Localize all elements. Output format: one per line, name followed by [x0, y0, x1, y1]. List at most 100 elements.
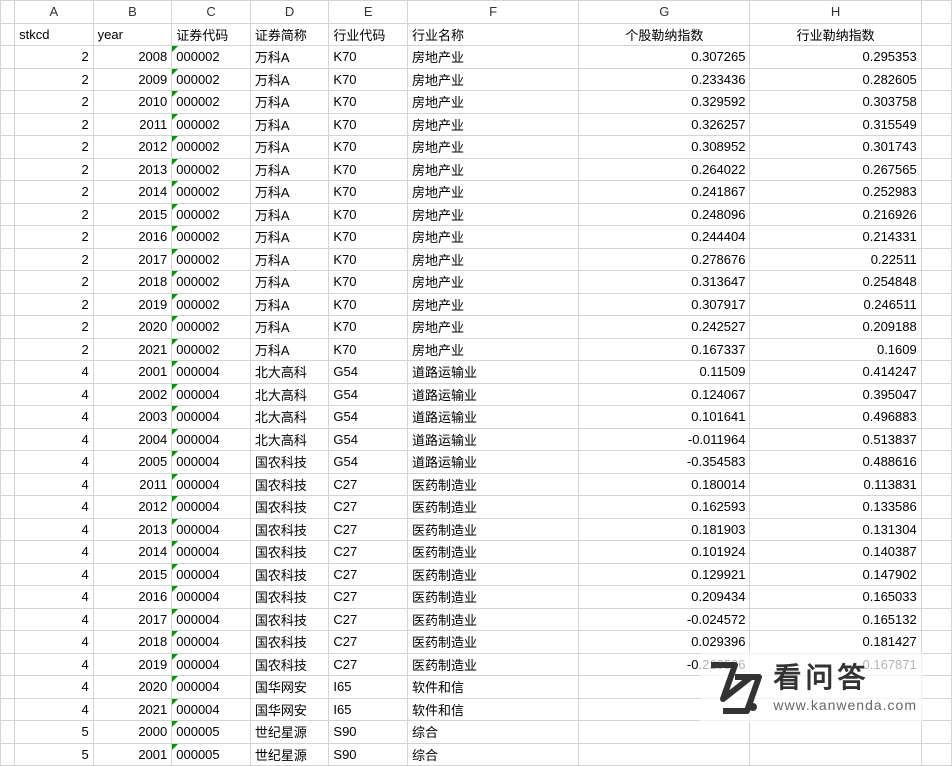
- cell[interactable]: 北大高科: [250, 361, 329, 384]
- row-header[interactable]: [1, 631, 15, 654]
- cell[interactable]: C27: [329, 653, 408, 676]
- cell[interactable]: 2014: [93, 541, 172, 564]
- cell[interactable]: 0.313647: [579, 271, 750, 294]
- row-header[interactable]: [1, 743, 15, 766]
- cell[interactable]: 0.282605: [750, 68, 921, 91]
- cell[interactable]: 房地产业: [407, 226, 578, 249]
- cell[interactable]: 000004: [172, 698, 251, 721]
- cell[interactable]: S90: [329, 743, 408, 766]
- cell[interactable]: 0.131304: [750, 518, 921, 541]
- cell[interactable]: 2001: [93, 743, 172, 766]
- cell[interactable]: 0.167337: [579, 338, 750, 361]
- cell[interactable]: K70: [329, 271, 408, 294]
- cell[interactable]: 2: [15, 226, 94, 249]
- row-header[interactable]: [1, 338, 15, 361]
- cell[interactable]: [750, 743, 921, 766]
- cell[interactable]: 0.209434: [579, 586, 750, 609]
- cell[interactable]: K70: [329, 91, 408, 114]
- row-header[interactable]: [1, 271, 15, 294]
- cell[interactable]: 2: [15, 68, 94, 91]
- cell[interactable]: I65: [329, 676, 408, 699]
- cell[interactable]: 000002: [172, 293, 251, 316]
- cell[interactable]: 2000: [93, 721, 172, 744]
- cell[interactable]: 2: [15, 203, 94, 226]
- row-header[interactable]: [1, 496, 15, 519]
- cell[interactable]: 2009: [93, 68, 172, 91]
- cell[interactable]: 0.124067: [579, 383, 750, 406]
- cell[interactable]: I65: [329, 698, 408, 721]
- cell[interactable]: 2: [15, 46, 94, 69]
- cell[interactable]: [750, 721, 921, 744]
- cell[interactable]: K70: [329, 226, 408, 249]
- cell[interactable]: 0.295353: [750, 46, 921, 69]
- col-header-extra[interactable]: [921, 1, 951, 24]
- cell[interactable]: C27: [329, 473, 408, 496]
- cell[interactable]: [921, 541, 951, 564]
- cell[interactable]: 2010: [93, 91, 172, 114]
- cell[interactable]: S90: [329, 721, 408, 744]
- cell[interactable]: 000004: [172, 473, 251, 496]
- cell[interactable]: 0.214331: [750, 226, 921, 249]
- row-header[interactable]: [1, 158, 15, 181]
- cell[interactable]: 2015: [93, 203, 172, 226]
- cell[interactable]: 国农科技: [250, 473, 329, 496]
- cell[interactable]: 万科A: [250, 181, 329, 204]
- cell[interactable]: 2019: [93, 653, 172, 676]
- cell[interactable]: [921, 698, 951, 721]
- cell[interactable]: [921, 136, 951, 159]
- cell[interactable]: K70: [329, 338, 408, 361]
- cell[interactable]: [921, 518, 951, 541]
- cell[interactable]: 000005: [172, 721, 251, 744]
- cell[interactable]: [921, 361, 951, 384]
- cell[interactable]: 0.301743: [750, 136, 921, 159]
- cell[interactable]: 2001: [93, 361, 172, 384]
- cell[interactable]: 0.488616: [750, 451, 921, 474]
- cell[interactable]: 0.329592: [579, 91, 750, 114]
- cell[interactable]: 2017: [93, 608, 172, 631]
- cell[interactable]: 国农科技: [250, 496, 329, 519]
- cell[interactable]: 房地产业: [407, 68, 578, 91]
- cell[interactable]: 000004: [172, 653, 251, 676]
- cell[interactable]: 0.147902: [750, 563, 921, 586]
- cell[interactable]: 万科A: [250, 113, 329, 136]
- cell[interactable]: 房地产业: [407, 181, 578, 204]
- row-header[interactable]: [1, 721, 15, 744]
- row-header[interactable]: [1, 383, 15, 406]
- cell[interactable]: 000002: [172, 203, 251, 226]
- cell[interactable]: [921, 653, 951, 676]
- cell[interactable]: K70: [329, 316, 408, 339]
- cell[interactable]: 2013: [93, 158, 172, 181]
- cell[interactable]: 4: [15, 676, 94, 699]
- cell[interactable]: 万科A: [250, 271, 329, 294]
- cell[interactable]: 000002: [172, 91, 251, 114]
- cell[interactable]: 0.244404: [579, 226, 750, 249]
- cell[interactable]: 0.181427: [750, 631, 921, 654]
- cell[interactable]: 0.11509: [579, 361, 750, 384]
- cell[interactable]: 0.315549: [750, 113, 921, 136]
- cell[interactable]: 北大高科: [250, 428, 329, 451]
- cell[interactable]: 万科A: [250, 248, 329, 271]
- row-header[interactable]: [1, 226, 15, 249]
- cell[interactable]: 000002: [172, 316, 251, 339]
- cell[interactable]: 证券代码: [172, 23, 251, 46]
- cell[interactable]: 房地产业: [407, 136, 578, 159]
- cell[interactable]: 软件和信: [407, 676, 578, 699]
- row-header[interactable]: [1, 541, 15, 564]
- cell[interactable]: 0.307265: [579, 46, 750, 69]
- row-header[interactable]: [1, 203, 15, 226]
- cell[interactable]: 2018: [93, 271, 172, 294]
- cell[interactable]: 0.101924: [579, 541, 750, 564]
- cell[interactable]: 0.326257: [579, 113, 750, 136]
- cell[interactable]: year: [93, 23, 172, 46]
- cell[interactable]: 世纪星源: [250, 743, 329, 766]
- cell[interactable]: 北大高科: [250, 406, 329, 429]
- cell[interactable]: G54: [329, 383, 408, 406]
- cell[interactable]: 4: [15, 383, 94, 406]
- cell[interactable]: 4: [15, 653, 94, 676]
- cell[interactable]: 0.1609: [750, 338, 921, 361]
- cell[interactable]: 2004: [93, 428, 172, 451]
- col-header-G[interactable]: G: [579, 1, 750, 24]
- cell[interactable]: 4: [15, 361, 94, 384]
- cell[interactable]: 0.308952: [579, 136, 750, 159]
- cell[interactable]: G54: [329, 361, 408, 384]
